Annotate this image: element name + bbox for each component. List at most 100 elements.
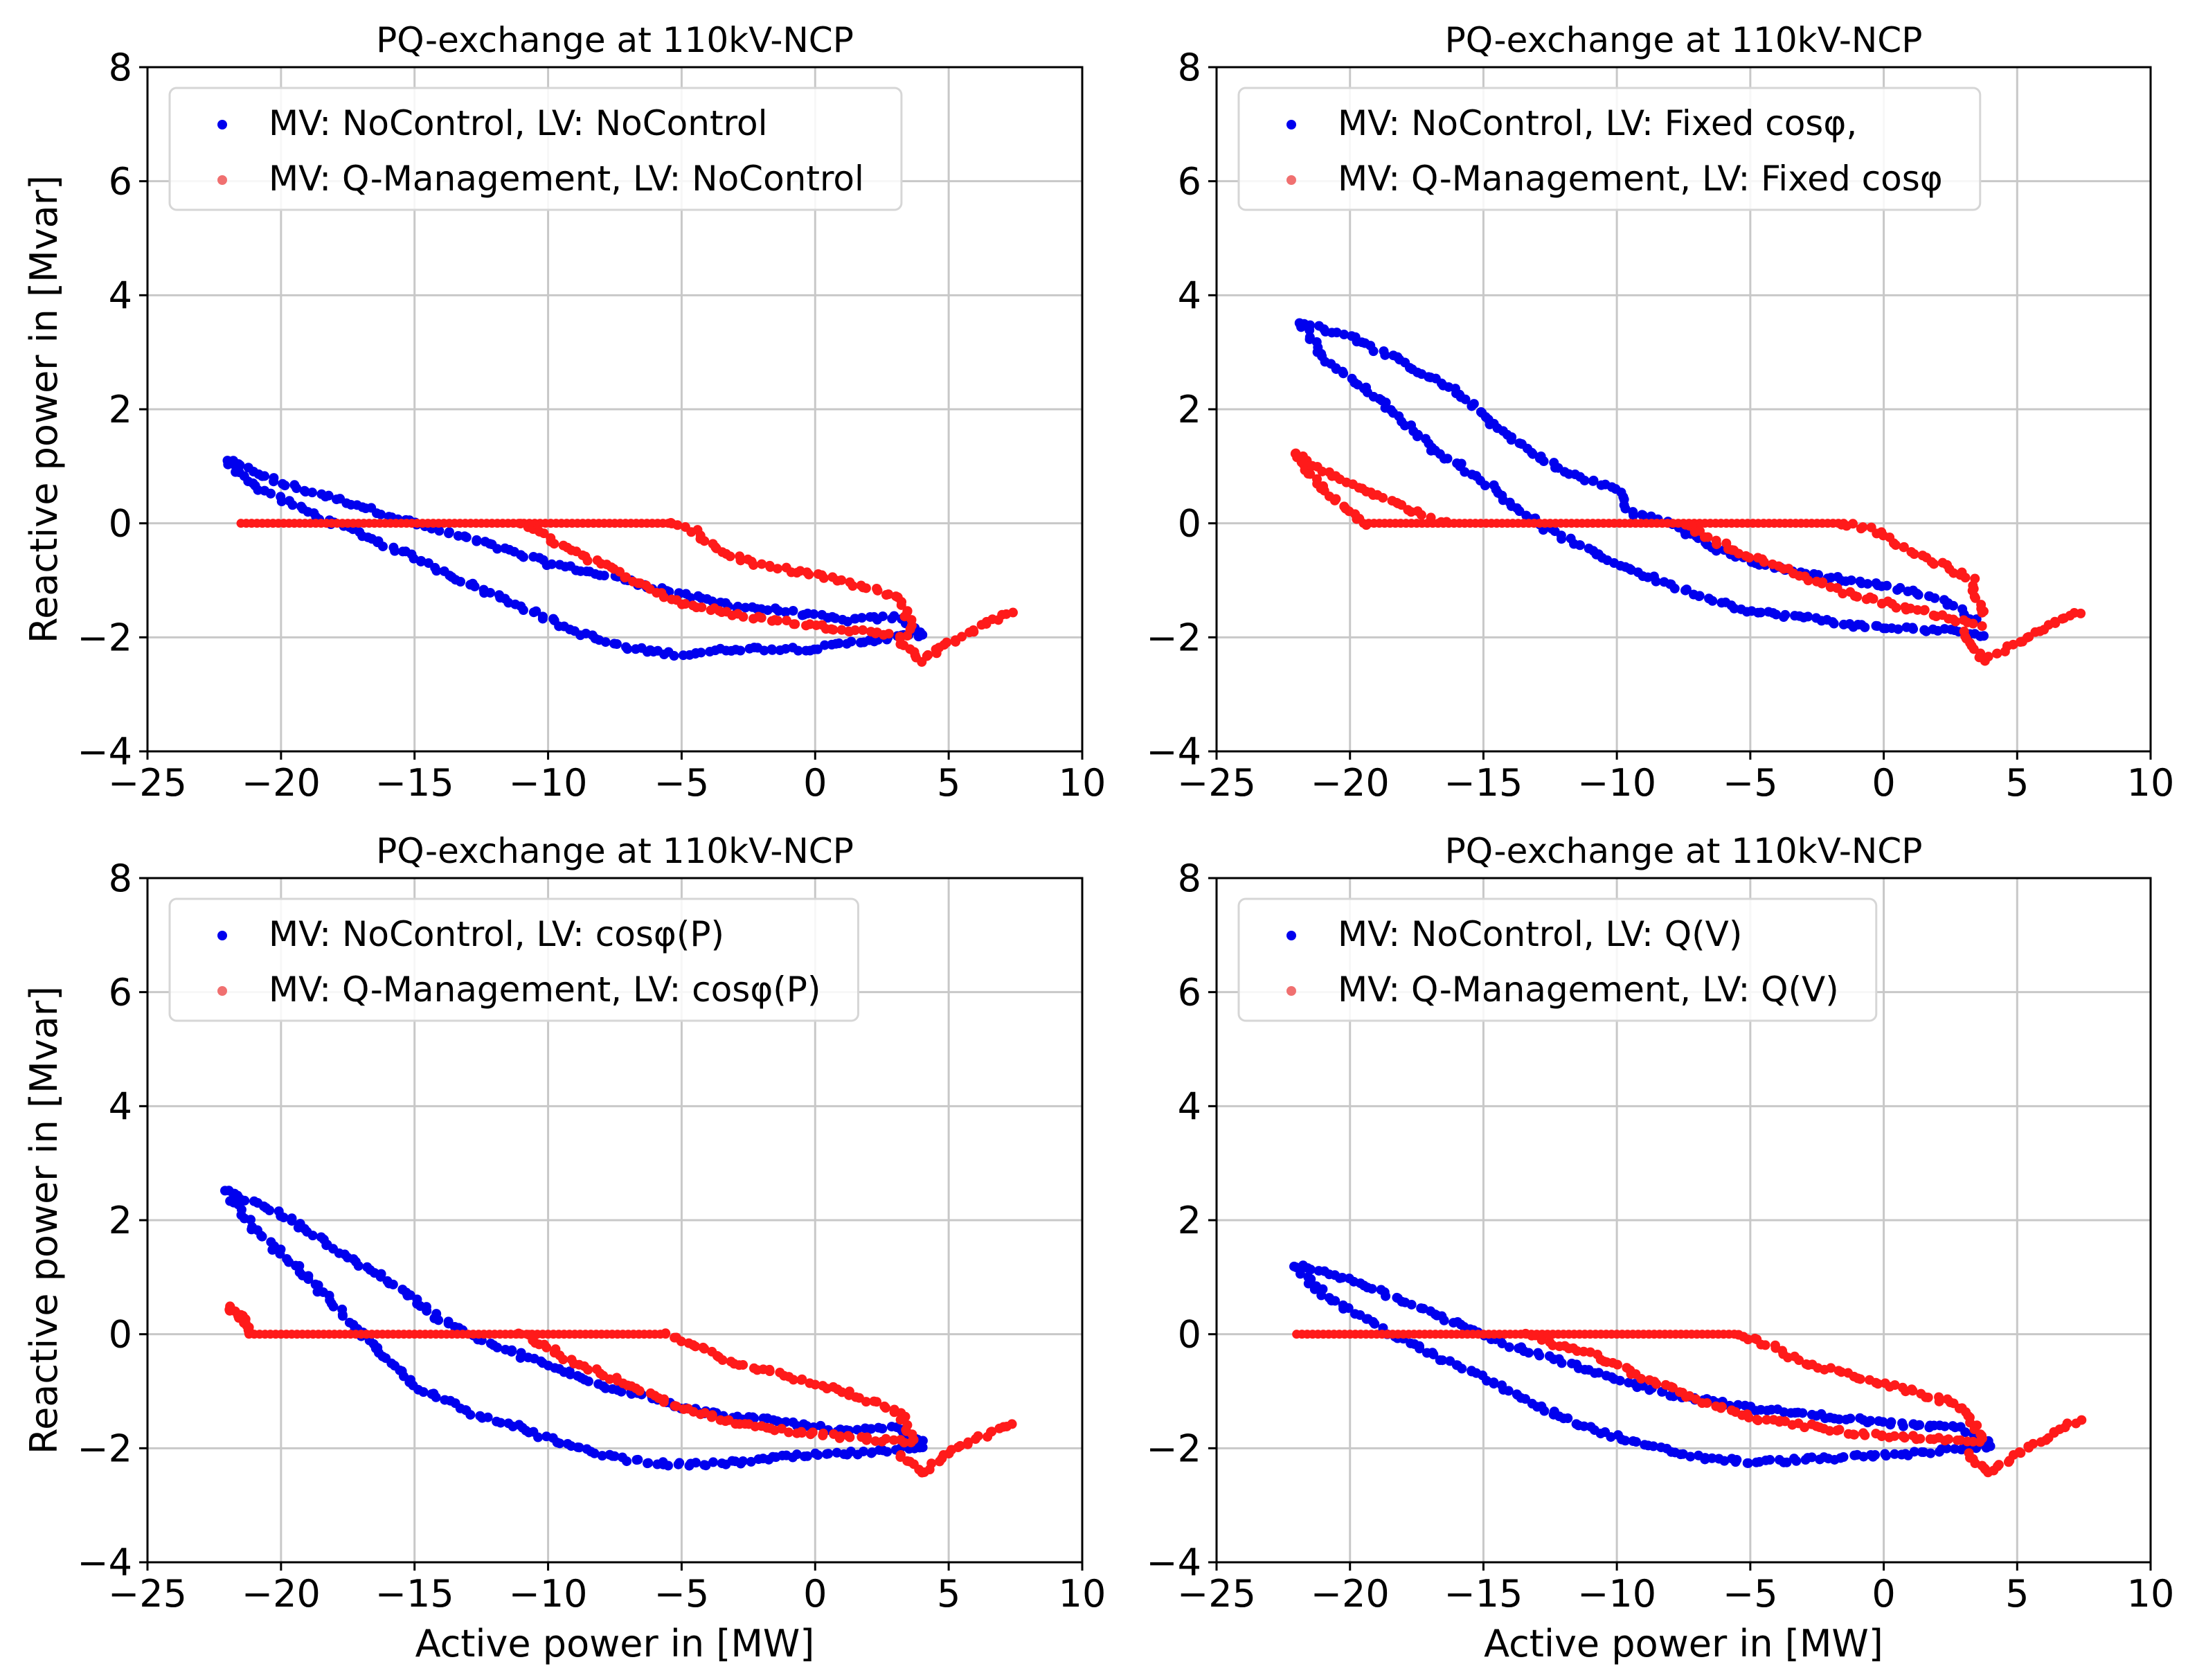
data-point-series-2	[861, 583, 871, 593]
data-point-series-1	[1406, 1299, 1417, 1310]
data-point-series-1	[1732, 1455, 1742, 1465]
data-point-series-2	[1899, 542, 1909, 553]
y-tick-label: 6	[1178, 160, 1201, 204]
x-tick-label: −15	[1444, 761, 1523, 805]
data-point-series-1	[1467, 401, 1477, 411]
x-tick-label: −20	[242, 761, 321, 805]
data-point-series-1	[735, 645, 746, 656]
data-point-series-1	[1523, 1348, 1534, 1358]
data-point-series-1	[1870, 1450, 1881, 1460]
data-point-series-1	[1930, 593, 1940, 603]
data-point-series-2	[1919, 605, 1929, 616]
x-tick-label: −25	[108, 761, 187, 805]
data-point-series-1	[492, 1342, 503, 1352]
data-point-series-2	[1944, 1434, 1954, 1445]
data-point-series-1	[1629, 510, 1639, 521]
data-point-series-1	[793, 645, 803, 656]
data-point-series-1	[1913, 590, 1924, 600]
data-point-series-2	[764, 1366, 775, 1377]
y-tick-label: 4	[1178, 274, 1201, 317]
x-tick-label: −10	[509, 761, 588, 805]
data-point-series-1	[589, 1448, 600, 1458]
data-point-series-2	[828, 625, 839, 635]
data-point-series-1	[444, 528, 454, 539]
data-point-series-1	[1948, 600, 1958, 611]
data-point-series-2	[1794, 1355, 1804, 1366]
data-point-series-2	[1991, 648, 2002, 659]
data-point-series-1	[673, 1459, 683, 1469]
data-point-series-2	[1915, 1433, 1926, 1444]
data-point-series-2	[884, 589, 894, 600]
legend-box	[168, 897, 859, 1022]
data-point-series-1	[1893, 624, 1903, 634]
data-point-series-1	[1797, 1408, 1808, 1418]
data-point-series-2	[1951, 616, 1961, 627]
x-tick-label: −5	[654, 761, 710, 805]
data-point-series-2	[1968, 618, 1978, 629]
legend: MV: NoControl, LV: Q(V) MV: Q-Management,…	[1237, 897, 1878, 1022]
legend-label-series-1: MV: NoControl, LV: NoControl	[269, 103, 767, 143]
data-point-series-2	[1852, 591, 1863, 602]
data-point-series-2	[2022, 632, 2032, 643]
data-point-series-2	[1007, 607, 1018, 618]
data-point-series-2	[1800, 1422, 1810, 1433]
data-point-series-1	[1303, 1278, 1313, 1289]
data-point-series-2	[1753, 1415, 1764, 1426]
data-point-series-1	[267, 1244, 278, 1255]
data-point-series-1	[1437, 1355, 1448, 1366]
data-point-series-2	[973, 1431, 983, 1441]
data-point-series-1	[506, 1346, 517, 1357]
legend-label-series-2: MV: Q-Management, LV: cosφ(P)	[269, 969, 820, 1010]
x-tick-label: 10	[2127, 1572, 2175, 1616]
x-tick-label: 0	[803, 761, 827, 805]
data-point-series-2	[2050, 616, 2060, 627]
x-tick-label: −25	[1177, 761, 1256, 805]
data-point-series-1	[546, 559, 557, 569]
scatter-points	[222, 456, 1018, 667]
legend-label-series-1: MV: NoControl, LV: Q(V)	[1338, 914, 1742, 954]
data-point-series-1	[584, 1376, 594, 1386]
data-point-series-1	[1557, 1358, 1567, 1368]
data-point-series-1	[292, 483, 302, 494]
data-point-series-2	[725, 551, 735, 562]
data-point-series-1	[1343, 1303, 1354, 1313]
data-point-series-1	[434, 526, 445, 536]
data-point-series-1	[422, 1305, 432, 1316]
data-point-series-2	[1923, 1393, 1933, 1403]
data-point-series-1	[565, 1369, 575, 1379]
data-point-series-1	[388, 1279, 398, 1289]
y-tick-label: −2	[1146, 1427, 1201, 1470]
data-point-series-2	[539, 528, 549, 539]
data-point-series-2	[1743, 1413, 1754, 1423]
y-tick-label: 2	[109, 1199, 132, 1242]
y-tick-label: 2	[109, 388, 132, 431]
data-point-series-1	[1428, 1349, 1439, 1359]
data-point-series-2	[881, 1433, 891, 1444]
data-point-series-2	[515, 519, 526, 529]
data-point-series-1	[303, 1274, 314, 1285]
data-point-series-2	[804, 569, 814, 580]
x-tick-label: −15	[375, 1572, 454, 1616]
legend-label-series-1: MV: NoControl, LV: cosφ(P)	[269, 914, 724, 954]
data-point-series-1	[1338, 368, 1349, 379]
data-point-series-2	[680, 599, 690, 609]
data-point-series-2	[942, 637, 952, 647]
data-point-series-1	[1780, 609, 1791, 620]
data-point-series-1	[1637, 510, 1647, 520]
legend-label-series-2: MV: Q-Management, LV: Q(V)	[1338, 969, 1839, 1010]
data-point-series-1	[738, 1456, 748, 1466]
legend-box	[1237, 87, 1982, 211]
data-point-series-2	[1909, 549, 1919, 560]
data-point-series-2	[1361, 520, 1372, 530]
data-point-series-1	[1331, 328, 1342, 338]
data-point-series-2	[861, 1435, 872, 1445]
data-point-series-1	[533, 1432, 544, 1442]
data-point-series-1	[1615, 1375, 1625, 1386]
data-point-series-1	[1506, 435, 1516, 445]
data-point-series-1	[859, 1446, 869, 1456]
data-point-series-2	[690, 1341, 701, 1352]
data-point-series-1	[323, 490, 334, 501]
legend-marker-series-2	[217, 175, 227, 185]
